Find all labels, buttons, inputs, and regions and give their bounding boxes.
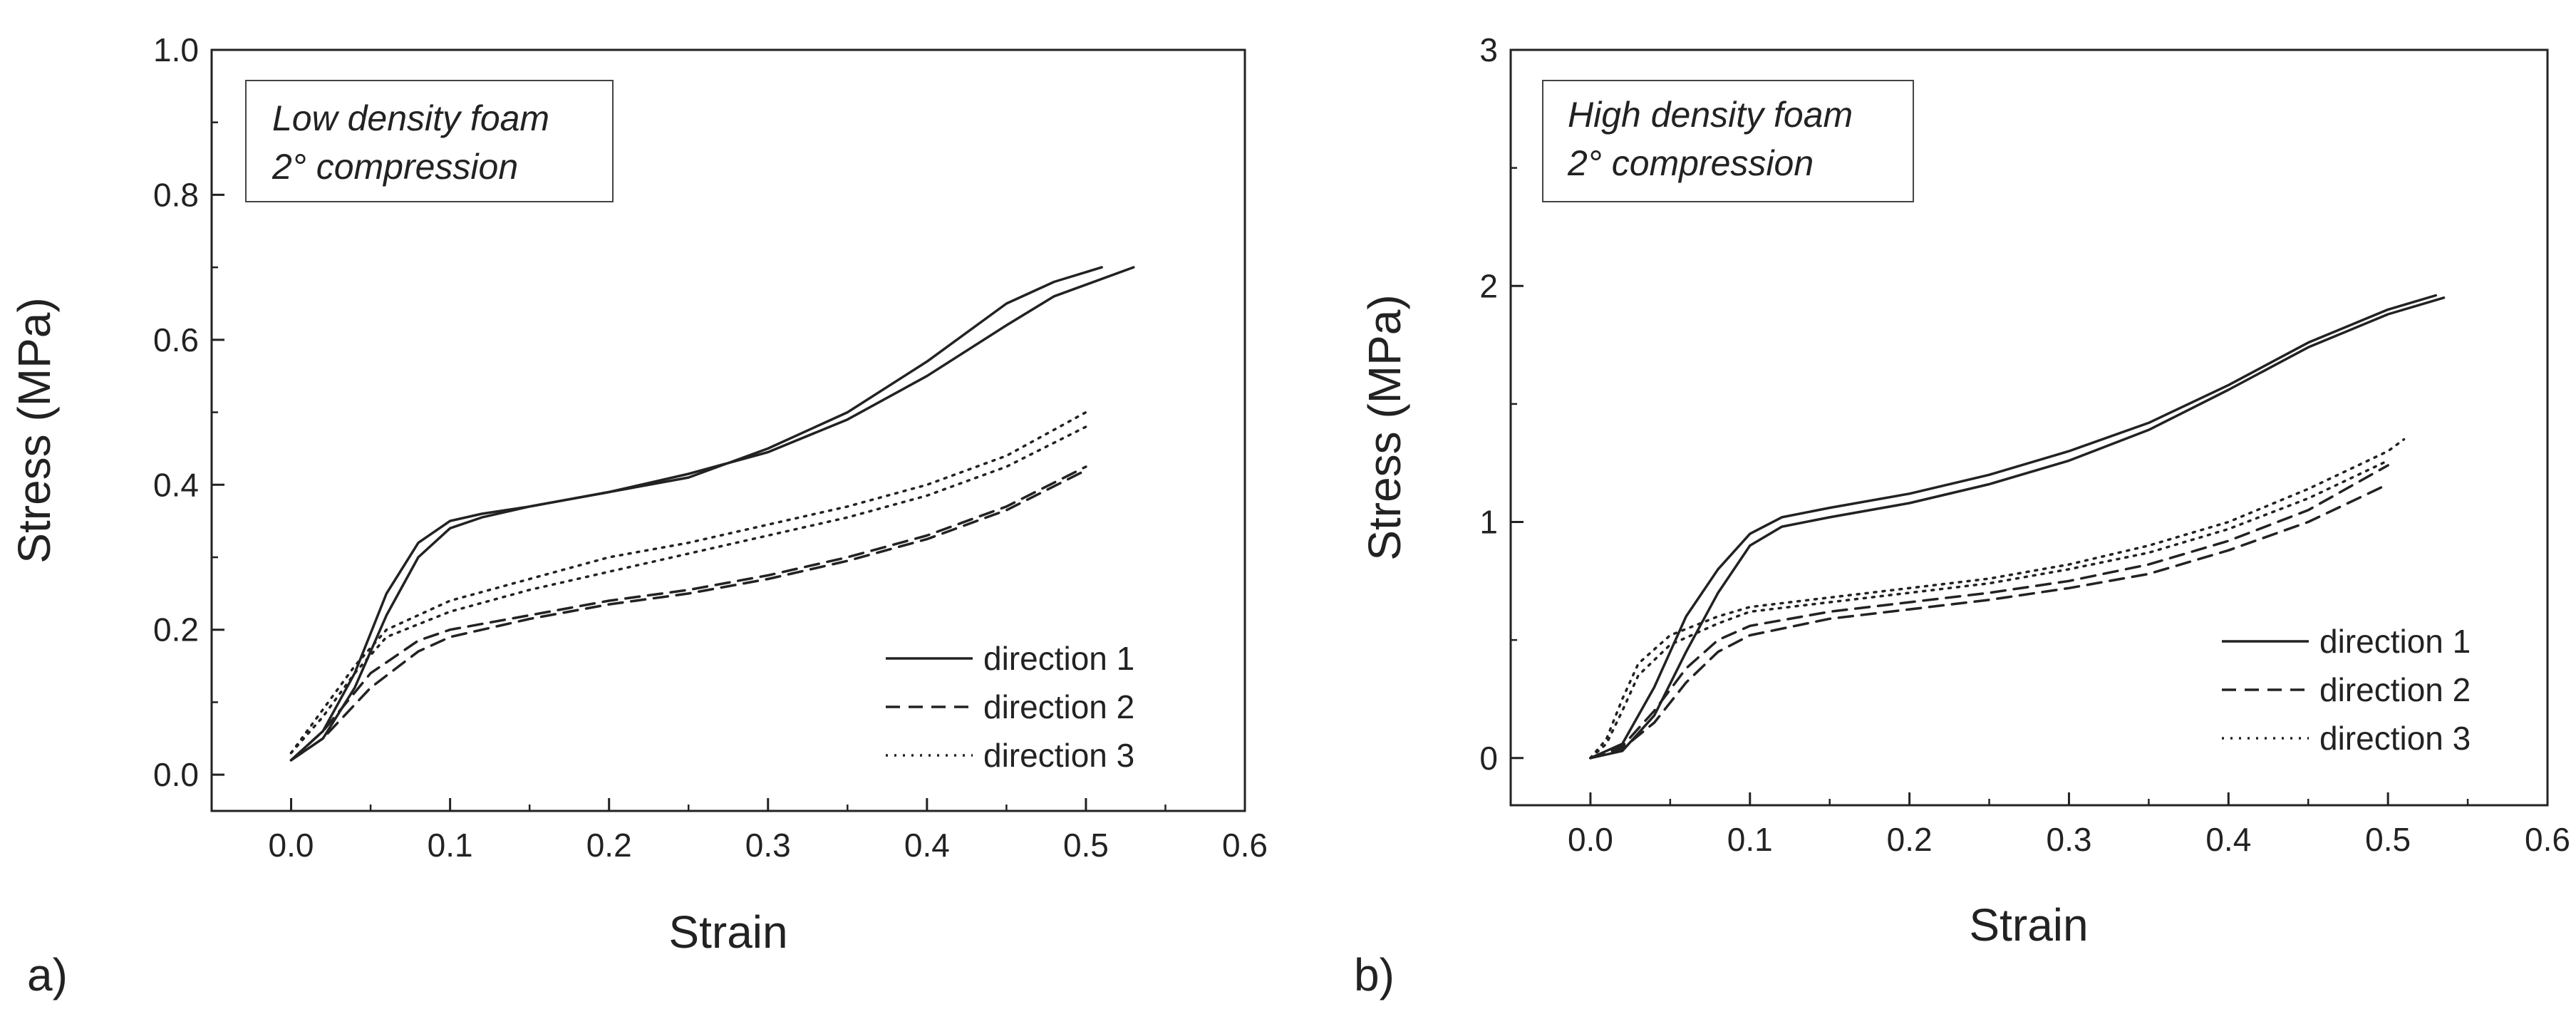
x-axis-ticks: 0.0 0.1 0.2 0.3 0.4 0.5 0.6 — [269, 798, 1268, 864]
x-axis-title: Strain — [668, 906, 787, 958]
series-line-direction-2-rep1 — [1589, 464, 2389, 760]
x-tick-label: 0.1 — [428, 827, 473, 864]
x-tick-label: 0.1 — [1727, 821, 1773, 858]
x-tick-label: 0.5 — [2365, 821, 2411, 858]
annotation-line-2: 2° compression — [271, 147, 518, 187]
y-tick-label: 0.8 — [153, 176, 199, 213]
legend-label-direction-1: direction 1 — [2319, 623, 2471, 660]
x-tick-label: 0.2 — [1887, 821, 1933, 858]
y-tick-label: 1.0 — [153, 31, 199, 68]
x-tick-label: 0.6 — [1222, 827, 1268, 864]
plot-frame — [210, 48, 1246, 812]
panel-a: 0.0 0.2 0.4 0.6 0.8 1.0 0.0 0.1 0.2 0.3 0.4 0.5 0.6… — [9, 31, 1268, 1000]
y-axis-ticks: 0 1 2 3 — [1479, 31, 1524, 777]
y-tick-label: 0.0 — [153, 756, 199, 793]
annotation-line-2: 2° compression — [1567, 143, 1814, 183]
y-tick-label: 0.4 — [153, 466, 199, 503]
y-tick-label: 0 — [1479, 740, 1498, 777]
x-tick-label: 0.2 — [586, 827, 632, 864]
x-tick-label: 0.5 — [1063, 827, 1109, 864]
annotation-box — [1542, 80, 1914, 202]
series-line-direction-3-rep1 — [1589, 438, 2406, 760]
panel-label: b) — [1354, 949, 1395, 1000]
annotation-box — [245, 80, 614, 202]
x-tick-label: 0.3 — [2046, 821, 2091, 858]
x-tick-label: 0.4 — [904, 827, 950, 864]
series-line-direction-2-rep1 — [289, 465, 1087, 762]
series-line-direction-1-rep2 — [1589, 296, 2446, 760]
panel-b: 0 1 2 3 0.0 0.1 0.2 0.3 0.4 0.5 0.6 Strain Stress… — [1354, 31, 2570, 1000]
legend: direction 1 direction 2 direction 3 — [2222, 623, 2471, 757]
y-tick-label: 0.6 — [153, 321, 199, 358]
series-layer — [289, 266, 1135, 762]
x-tick-label: 0.6 — [2525, 821, 2570, 858]
series-line-direction-2-rep2 — [1589, 482, 2389, 760]
y-axis-title: Stress (MPa) — [1359, 294, 1410, 560]
series-line-direction-2-rep2 — [289, 469, 1087, 762]
annotation-line-1: Low density foam — [272, 98, 549, 138]
y-axis-ticks: 0.0 0.2 0.4 0.6 0.8 1.0 — [153, 31, 224, 793]
series-line-direction-3-rep2 — [1589, 459, 2389, 760]
series-line-direction-1-rep2 — [289, 266, 1135, 762]
series-line-direction-3-rep2 — [289, 425, 1087, 755]
x-axis-ticks: 0.0 0.1 0.2 0.3 0.4 0.5 0.6 — [1568, 792, 2570, 858]
legend: direction 1 direction 2 direction 3 — [886, 640, 1134, 774]
legend-label-direction-3: direction 3 — [2319, 720, 2471, 757]
x-tick-label: 0.0 — [1568, 821, 1613, 858]
plot-frame — [1509, 48, 2549, 807]
series-line-direction-1-rep1 — [1589, 294, 2438, 760]
x-tick-label: 0.4 — [2205, 821, 2251, 858]
legend-label-direction-2: direction 2 — [2319, 671, 2471, 708]
y-tick-label: 2 — [1479, 267, 1498, 304]
legend-label-direction-2: direction 2 — [983, 688, 1134, 725]
x-tick-label: 0.3 — [745, 827, 791, 864]
panel-label: a) — [27, 949, 68, 1000]
x-axis-title: Strain — [1969, 899, 2088, 951]
y-axis-title: Stress (MPa) — [9, 297, 60, 563]
series-line-direction-3-rep1 — [289, 410, 1087, 755]
legend-label-direction-1: direction 1 — [983, 640, 1134, 677]
y-tick-label: 0.2 — [153, 611, 199, 648]
y-tick-label: 3 — [1479, 31, 1498, 68]
series-layer — [1589, 294, 2446, 760]
y-tick-label: 1 — [1479, 504, 1498, 541]
legend-label-direction-3: direction 3 — [983, 737, 1134, 774]
annotation-line-1: High density foam — [1568, 95, 1853, 135]
x-tick-label: 0.0 — [269, 827, 314, 864]
